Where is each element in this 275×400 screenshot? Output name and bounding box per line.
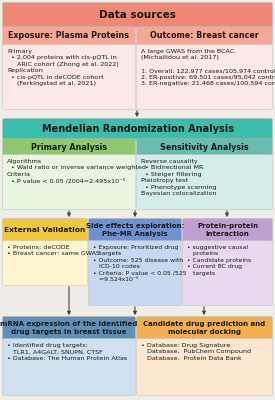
Text: Exposure: Plasma Proteins: Exposure: Plasma Proteins bbox=[9, 32, 130, 40]
Text: A large GWAS from the BCAC.
(Michailidou et al. 2017)

1. Overall: 122,977 cases: A large GWAS from the BCAC. (Michailidou… bbox=[141, 49, 275, 86]
Text: Data sources: Data sources bbox=[99, 10, 176, 20]
FancyBboxPatch shape bbox=[136, 338, 273, 396]
Text: Algorithms
  • Wald ratio or inverse variance weighted
Criteria
  • P value < 0.: Algorithms • Wald ratio or inverse varia… bbox=[7, 159, 146, 184]
FancyBboxPatch shape bbox=[136, 26, 273, 46]
FancyBboxPatch shape bbox=[136, 138, 273, 156]
FancyBboxPatch shape bbox=[89, 240, 182, 306]
FancyBboxPatch shape bbox=[2, 154, 136, 210]
Text: • Exposure: Prioritized drug
   targets
• Outcome: 525 disease with
   ICD-10 co: • Exposure: Prioritized drug targets • O… bbox=[93, 245, 187, 282]
Text: • Database: Drug Signature
   Database,  PubChem Compound
   Database,  Protein : • Database: Drug Signature Database, Pub… bbox=[141, 343, 251, 361]
Text: Candidate drug prediction and
molecular docking: Candidate drug prediction and molecular … bbox=[143, 321, 266, 335]
Text: mRNA expression of the identified
drug targets in breast tissue: mRNA expression of the identified drug t… bbox=[0, 321, 138, 335]
FancyBboxPatch shape bbox=[2, 338, 136, 396]
Text: Mendelian Randomization Analysis: Mendelian Randomization Analysis bbox=[42, 124, 233, 134]
Text: • Identified drug targets:
   TLR1, A4GALT, SNUPN, CTSF
• Database: The Human Pr: • Identified drug targets: TLR1, A4GALT,… bbox=[7, 343, 127, 361]
FancyBboxPatch shape bbox=[183, 240, 273, 306]
FancyBboxPatch shape bbox=[183, 218, 273, 242]
Text: Outcome: Breast cancer: Outcome: Breast cancer bbox=[150, 32, 259, 40]
FancyBboxPatch shape bbox=[2, 218, 87, 242]
Text: External Validation: External Validation bbox=[4, 227, 86, 233]
Text: Sensitivity Analysis: Sensitivity Analysis bbox=[160, 142, 249, 152]
FancyBboxPatch shape bbox=[2, 2, 273, 28]
FancyBboxPatch shape bbox=[2, 138, 136, 156]
FancyBboxPatch shape bbox=[2, 118, 273, 140]
Text: Primary
  • 2,004 proteins with cis-pQTL in
     ARIC cohort (Zhong et al. 2022): Primary • 2,004 proteins with cis-pQTL i… bbox=[7, 49, 119, 86]
FancyBboxPatch shape bbox=[89, 218, 182, 242]
FancyBboxPatch shape bbox=[2, 44, 136, 110]
Text: Protein-protein
interaction: Protein-protein interaction bbox=[197, 223, 258, 237]
Text: • Proteins: deCODE
• Breast cancer: same GWAS: • Proteins: deCODE • Breast cancer: same… bbox=[7, 245, 100, 256]
FancyBboxPatch shape bbox=[136, 154, 273, 210]
Text: • suggestive causal
   proteins
• Candidate proteins
• Current BC drug
   target: • suggestive causal proteins • Candidate… bbox=[187, 245, 251, 276]
Text: Primary Analysis: Primary Analysis bbox=[31, 142, 107, 152]
FancyBboxPatch shape bbox=[136, 316, 273, 340]
FancyBboxPatch shape bbox=[2, 26, 136, 46]
FancyBboxPatch shape bbox=[136, 44, 273, 110]
FancyBboxPatch shape bbox=[2, 240, 87, 286]
Text: Side effects exploration:
Phe-MR Analysis: Side effects exploration: Phe-MR Analysi… bbox=[86, 223, 184, 237]
Text: Reverse causality
  • Bidirectional MR
  • Steiger filtering
Pleiotropy test
  •: Reverse causality • Bidirectional MR • S… bbox=[141, 159, 216, 196]
FancyBboxPatch shape bbox=[2, 316, 136, 340]
